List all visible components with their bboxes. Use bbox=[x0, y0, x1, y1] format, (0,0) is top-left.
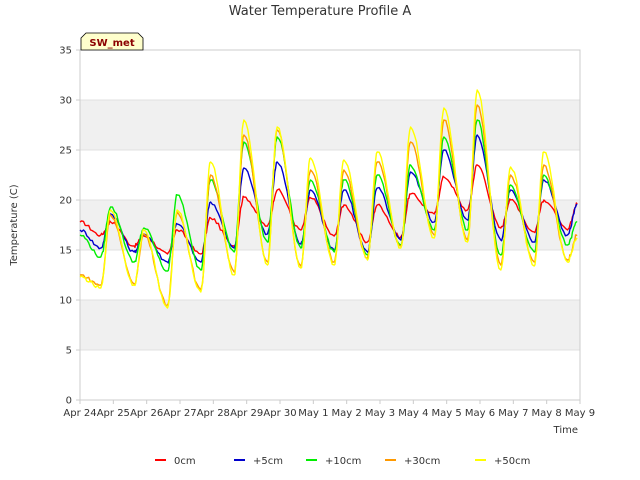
y-tick-label: 35 bbox=[59, 46, 72, 57]
plot-bands bbox=[80, 100, 580, 350]
x-tick-label: Apr 27 bbox=[163, 408, 196, 419]
x-tick-label: Apr 24 bbox=[63, 408, 96, 419]
legend-label: +30cm bbox=[404, 456, 440, 467]
x-tick-label: Apr 25 bbox=[97, 408, 130, 419]
x-tick-label: May 5 bbox=[432, 408, 462, 419]
legend-label: +5cm bbox=[253, 456, 283, 467]
y-axis-ticks: 0 5 10 15 20 25 30 35 bbox=[59, 46, 80, 407]
y-tick-label: 10 bbox=[59, 296, 72, 307]
series-lines bbox=[79, 89, 578, 309]
site-badge-box bbox=[80, 32, 144, 51]
site-badge-label: SW_met bbox=[89, 38, 134, 49]
plot-band bbox=[80, 300, 580, 350]
series-line-10cm bbox=[79, 119, 578, 272]
x-tick-label: May 1 bbox=[298, 408, 328, 419]
y-tick-label: 20 bbox=[59, 196, 72, 207]
x-tick-label: Apr 29 bbox=[230, 408, 263, 419]
y-tick-label: 30 bbox=[59, 96, 72, 107]
x-tick-label: May 6 bbox=[465, 408, 495, 419]
series-line-50cm bbox=[79, 89, 578, 309]
x-tick-label: May 2 bbox=[332, 408, 362, 419]
y-tick-label: 5 bbox=[66, 346, 72, 357]
x-tick-label: Apr 28 bbox=[197, 408, 230, 419]
plot-frame bbox=[79, 49, 581, 401]
x-axis-title: Time bbox=[553, 425, 578, 436]
legend-label: +10cm bbox=[325, 456, 361, 467]
plot-area bbox=[79, 49, 581, 401]
x-tick-label: May 7 bbox=[498, 408, 528, 419]
x-tick-label: May 4 bbox=[398, 408, 428, 419]
series-line-30cm bbox=[79, 104, 578, 307]
y-tick-label: 0 bbox=[66, 396, 72, 407]
x-tick-label: May 9 bbox=[565, 408, 595, 419]
x-tick-label: Apr 26 bbox=[130, 408, 163, 419]
series-line-0cm bbox=[79, 164, 578, 255]
legend-label: +50cm bbox=[494, 456, 530, 467]
x-tick-label: Apr 30 bbox=[263, 408, 296, 419]
x-tick-label: May 8 bbox=[532, 408, 562, 419]
x-axis-ticks: Apr 24 Apr 25 Apr 26 Apr 27 Apr 28 Apr 29 Apr … bbox=[63, 400, 595, 419]
x-tick-label: May 3 bbox=[365, 408, 395, 419]
site-badge: SW_met bbox=[80, 32, 144, 51]
chart-title: Water Temperature Profile A bbox=[229, 4, 412, 19]
legend-label: 0cm bbox=[174, 456, 196, 467]
y-tick-label: 15 bbox=[59, 246, 72, 257]
y-axis-title: Temperature (C) bbox=[9, 184, 20, 266]
y-tick-label: 25 bbox=[59, 146, 72, 157]
legend: 0cm +5cm +10cm +30cm +50cm bbox=[155, 456, 530, 467]
plot-band bbox=[80, 100, 580, 150]
